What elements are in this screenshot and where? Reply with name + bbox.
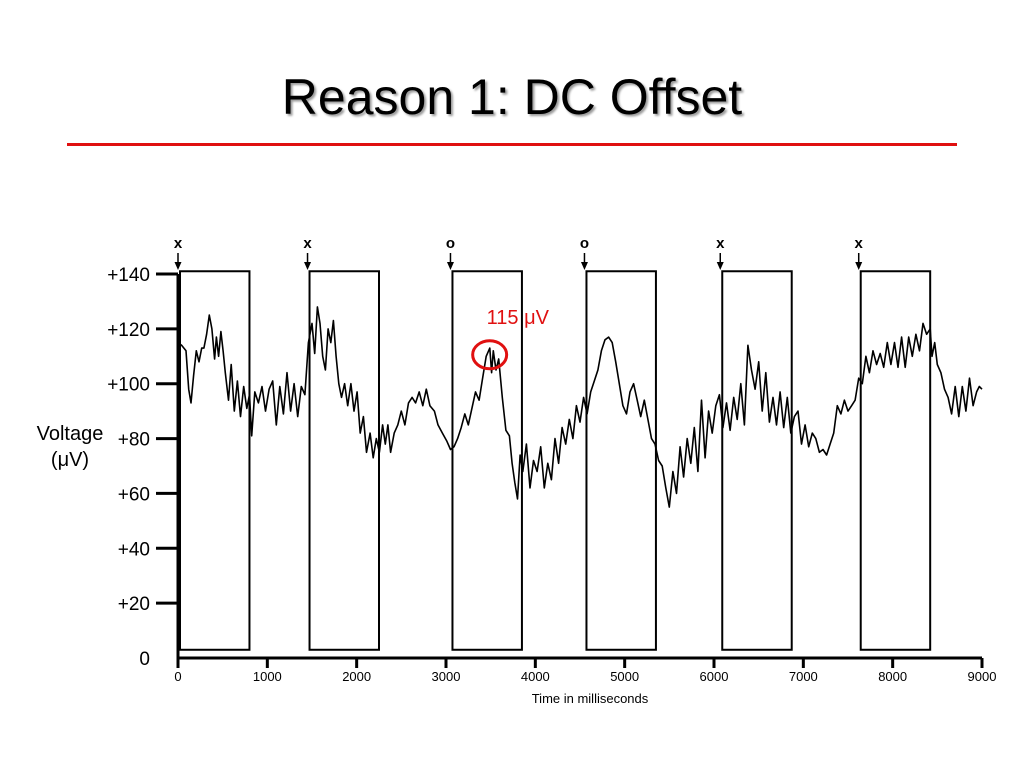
trial-marker-arrowhead-2 xyxy=(304,262,312,270)
x-tick-label: 1000 xyxy=(253,669,282,684)
peak-annotation-label: 115 μV xyxy=(487,307,550,329)
trial-marker-label-5: x xyxy=(716,235,725,252)
trial-marker-arrowhead-6 xyxy=(855,262,863,270)
x-tick-label: 7000 xyxy=(789,669,818,684)
trial-window-1 xyxy=(179,270,251,651)
peak-circle xyxy=(471,339,509,371)
trial-marker-arrowhead-1 xyxy=(174,262,182,270)
x-tick-label: 5000 xyxy=(610,669,639,684)
y-tick-label: 0 xyxy=(139,649,150,670)
y-ticks: 0 +20 +40 +60 +80 +100 +120 +140 xyxy=(107,265,178,670)
title-divider xyxy=(67,143,957,146)
trial-marker-label-4: o xyxy=(580,235,589,252)
peak-annotation: 115 μV xyxy=(471,307,550,371)
trial-window-4 xyxy=(585,270,657,651)
x-tick-label: 9000 xyxy=(968,669,997,684)
trial-marker-label-1: x xyxy=(174,235,183,252)
y-axis-label-line2: (μV) xyxy=(51,449,89,471)
trial-marker-arrowhead-5 xyxy=(716,262,724,270)
trial-marker-label-2: x xyxy=(303,235,312,252)
x-tick-label: 4000 xyxy=(521,669,550,684)
y-tick-label: +60 xyxy=(118,484,150,505)
x-tick-label: 2000 xyxy=(342,669,371,684)
series-layer xyxy=(177,306,983,508)
trial-marker-label-3: o xyxy=(446,235,455,252)
y-tick-label: +140 xyxy=(107,265,150,286)
trial-window-3 xyxy=(451,270,523,651)
y-tick-label: +100 xyxy=(107,375,150,396)
x-axis-label: Time in milliseconds xyxy=(532,691,649,706)
y-axis-label-line1: Voltage xyxy=(37,423,104,445)
y-tick-label: +40 xyxy=(118,539,150,560)
y-tick-label: +20 xyxy=(118,594,150,615)
trial-marker-arrowhead-3 xyxy=(446,262,454,270)
chart-axes xyxy=(176,274,982,660)
trial-window-6 xyxy=(859,270,932,651)
x-tick-label: 8000 xyxy=(878,669,907,684)
trial-marker-arrowhead-4 xyxy=(580,262,588,270)
x-tick-label: 3000 xyxy=(432,669,461,684)
trial-window-2 xyxy=(308,270,380,651)
x-tick-label: 0 xyxy=(174,669,181,684)
trial-window-5 xyxy=(721,270,793,651)
trial-marker-label-6: x xyxy=(855,235,864,252)
y-tick-label: +120 xyxy=(107,320,150,341)
x-ticks: 0 1000 2000 3000 4000 5000 6000 7000 8000 9000 xyxy=(174,658,996,684)
y-tick-label: +80 xyxy=(118,430,150,451)
trial-windows xyxy=(179,270,932,651)
slide-title: Reason 1: DC Offset xyxy=(281,69,743,125)
x-tick-label: 6000 xyxy=(700,669,729,684)
series-line-1 xyxy=(177,306,983,508)
